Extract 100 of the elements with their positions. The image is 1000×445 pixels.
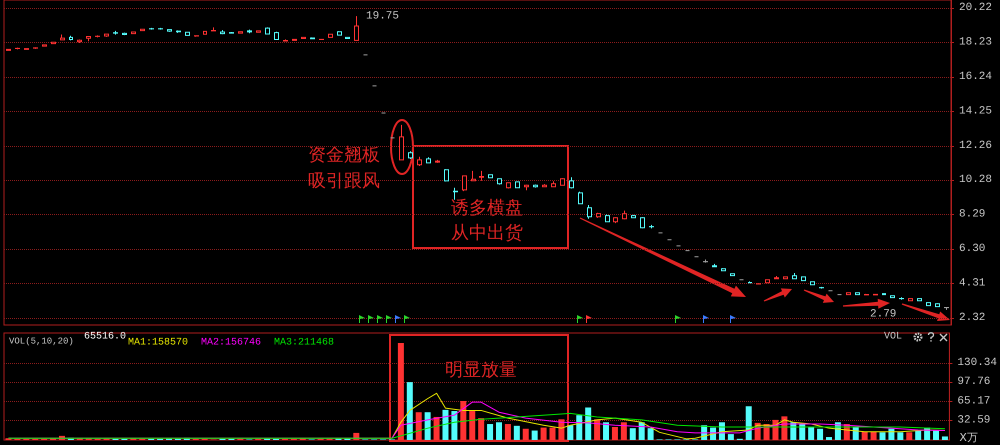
- y-tick-label: 12.26: [959, 140, 992, 152]
- candlestick: [220, 30, 225, 35]
- candlestick: [810, 280, 815, 286]
- bar: [933, 430, 940, 440]
- text: MA1:158570: [128, 338, 188, 348]
- annotation: 19.75: [366, 10, 400, 22]
- candlestick: [551, 180, 556, 188]
- candlestick: [596, 212, 601, 218]
- annotation: 2.79: [870, 308, 896, 320]
- candlestick: [908, 298, 913, 302]
- bar: [870, 432, 877, 440]
- bar: [799, 424, 806, 440]
- candlestick: [113, 30, 118, 36]
- candlestick: [131, 31, 136, 34]
- candlestick: [926, 302, 931, 306]
- bar: [469, 411, 476, 440]
- bar: [532, 430, 538, 440]
- bar: [638, 422, 645, 440]
- candlestick: [882, 292, 886, 296]
- candlestick: [6, 48, 11, 52]
- bar: [897, 432, 904, 440]
- candlestick: [149, 27, 154, 30]
- candlestick: [15, 47, 20, 50]
- candlestick: [265, 26, 270, 35]
- candlestick: [471, 170, 476, 182]
- candlestick: [301, 36, 306, 40]
- candlestick: [158, 27, 163, 30]
- bar: [942, 436, 948, 440]
- chart-title: VOL(5,10,20): [9, 336, 74, 346]
- bar: [576, 415, 582, 440]
- candlestick: [211, 26, 216, 32]
- bar: [460, 400, 466, 440]
- bar: [594, 419, 600, 440]
- candlestick: [274, 31, 279, 41]
- candlestick: [613, 216, 618, 224]
- bar: [567, 425, 574, 440]
- candlestick: [60, 34, 65, 41]
- candlestick: [622, 210, 627, 220]
- bar: [406, 382, 413, 440]
- candlestick: [855, 292, 860, 296]
- candlestick: [703, 259, 708, 264]
- candlestick: [247, 29, 252, 34]
- annotation: 资金翘板: [308, 144, 380, 166]
- candlestick: [42, 44, 47, 47]
- candlestick: [426, 156, 431, 164]
- candlestick: [95, 34, 100, 38]
- bar: [915, 430, 922, 440]
- candlestick: [69, 35, 73, 41]
- y-tick-label: 8.29: [959, 208, 986, 221]
- bar: [522, 428, 529, 440]
- candlestick: [560, 178, 565, 186]
- candlestick: [935, 302, 940, 308]
- bar: [504, 424, 511, 440]
- bar: [880, 432, 886, 440]
- bar: [424, 412, 431, 440]
- candlestick: [917, 298, 922, 302]
- candlestick: [203, 30, 207, 36]
- bar: [442, 410, 448, 440]
- annotation: 65516.0: [84, 332, 126, 342]
- candlestick: [417, 156, 422, 166]
- candlestick: [345, 36, 350, 40]
- y-tick-label: 16.24: [959, 70, 992, 83]
- candlestick: [185, 31, 190, 36]
- candlestick: [194, 34, 199, 38]
- bar: [648, 428, 654, 440]
- candlestick: [238, 30, 243, 34]
- bar: [746, 406, 752, 440]
- candlestick: [167, 28, 172, 32]
- y-tick-label: 4.31: [959, 278, 986, 290]
- candlestick: [819, 286, 824, 290]
- bar: [862, 432, 868, 440]
- bar: [603, 422, 610, 440]
- candlestick: [24, 48, 29, 50]
- candlestick: [640, 216, 645, 229]
- y-tick-label: 6.30: [959, 243, 986, 256]
- bar: [826, 437, 832, 440]
- candlestick: [873, 293, 878, 296]
- candlestick: [578, 191, 583, 205]
- bar: [478, 418, 484, 440]
- annotation: 从中出货: [451, 222, 523, 244]
- bar: [398, 343, 404, 440]
- candlestick: [497, 178, 502, 186]
- candlestick: [524, 184, 529, 191]
- bar: [496, 422, 502, 440]
- candlestick: [783, 276, 788, 280]
- candlestick: [229, 32, 234, 34]
- candlestick: [408, 150, 413, 160]
- y-tick-label: 18.23: [959, 36, 992, 48]
- bar: [612, 426, 618, 440]
- y-tick-label: 97.76: [957, 376, 990, 388]
- y-tick-label: 10.28: [959, 174, 992, 186]
- bar: [620, 422, 627, 440]
- candlestick: [77, 39, 82, 44]
- bar: [817, 428, 824, 440]
- line-series: [8, 412, 946, 439]
- candlestick: [721, 268, 726, 272]
- candlestick: [846, 292, 851, 296]
- candlestick: [890, 294, 895, 298]
- candlestick: [533, 184, 538, 188]
- candlestick: [462, 174, 467, 192]
